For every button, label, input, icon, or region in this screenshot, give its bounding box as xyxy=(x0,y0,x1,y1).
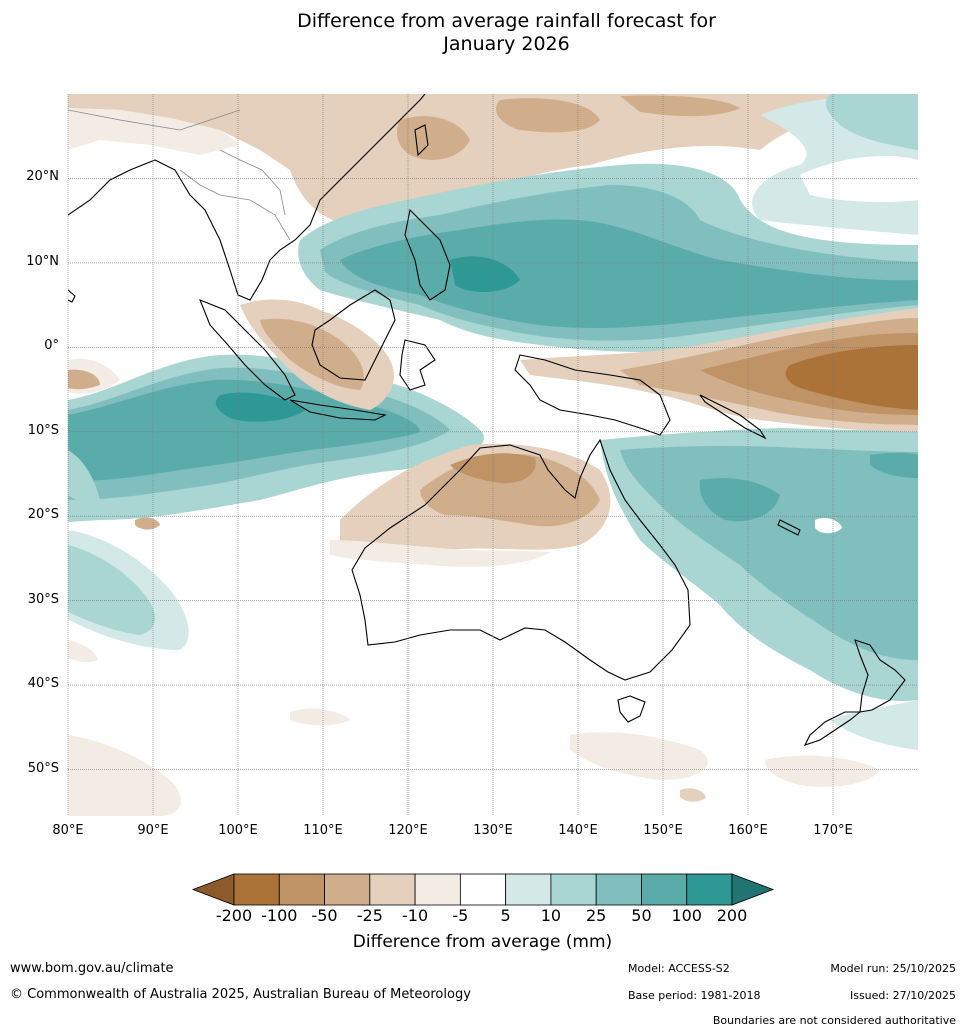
coast-mainland-asia xyxy=(68,94,426,301)
longitude-label: 160°E xyxy=(728,823,768,838)
colorbar-segment xyxy=(459,873,507,906)
colorbar-tick-label: 200 xyxy=(716,906,748,925)
region-south-dry xyxy=(68,735,181,816)
colorbar-segment xyxy=(550,873,597,906)
colorbar-segment xyxy=(233,873,280,906)
colorbar-segment xyxy=(505,873,552,906)
latitude-label: 20°N xyxy=(26,169,59,185)
colorbar-tick-label: -100 xyxy=(261,906,298,925)
longitude-label: 170°E xyxy=(813,823,853,838)
colorbar-extend-low xyxy=(191,873,235,906)
issued-date: Issued: 27/10/2025 xyxy=(849,989,956,1002)
colorbar-segment xyxy=(641,873,688,906)
colorbar-segment xyxy=(595,873,642,906)
coast-tasmania xyxy=(617,695,646,723)
latitude-label: 0° xyxy=(44,338,59,354)
coast-sri-lanka xyxy=(68,289,76,303)
colorbar xyxy=(191,873,775,906)
latitude-label: 50°S xyxy=(27,760,59,776)
region-north-dry-2 xyxy=(496,98,600,133)
model-name: Model: ACCESS-S2 xyxy=(628,962,730,975)
colorbar-tick-label: -50 xyxy=(311,906,338,925)
colorbar-tick-label: -5 xyxy=(452,906,469,925)
colorbar-tick-label: -200 xyxy=(215,906,253,925)
coast-java xyxy=(289,399,387,421)
boundaries-disclaimer: Boundaries are not considered authoritat… xyxy=(712,1014,956,1027)
colorbar-extend-high xyxy=(731,873,775,906)
base-period: Base period: 1981-2018 xyxy=(628,989,761,1002)
coast-philippines xyxy=(404,208,451,301)
longitude-label: 120°E xyxy=(388,823,428,838)
latitude-label: 30°S xyxy=(27,591,59,607)
colorbar-segment xyxy=(278,873,325,906)
title-line-1: Difference from average rainfall forecas… xyxy=(297,10,716,32)
colorbar-segment xyxy=(324,873,371,906)
colorbar-tick-label: 25 xyxy=(585,906,607,925)
coast-new-zealand xyxy=(803,639,906,746)
colorbar-tick-label: 50 xyxy=(631,906,652,925)
longitude-label: 140°E xyxy=(558,823,598,838)
latitude-label: 40°S xyxy=(27,676,59,692)
gridlines xyxy=(67,94,918,816)
latitude-label: 10°N xyxy=(26,253,59,269)
colorbar-segment xyxy=(369,873,416,906)
colorbar-title: Difference from average (mm) xyxy=(352,932,613,952)
copyright-text: © Commonwealth of Australia 2025, Austra… xyxy=(10,987,471,1002)
map-title: Difference from average rainfall forecas… xyxy=(0,10,965,56)
region-north-dry xyxy=(68,94,918,225)
colorbar-tick-label: -25 xyxy=(356,906,383,925)
colorbar-tick-label: -10 xyxy=(402,906,429,925)
coast-sumatra xyxy=(199,299,296,401)
longitude-label: 150°E xyxy=(643,823,683,838)
borders xyxy=(68,109,291,241)
coastlines xyxy=(68,94,906,746)
coast-solomons xyxy=(699,394,767,440)
coast-borneo xyxy=(311,289,396,381)
colorbar-segment xyxy=(414,873,461,906)
coast-taiwan xyxy=(414,124,429,157)
longitude-label: 110°E xyxy=(303,823,343,838)
title-line-2: January 2026 xyxy=(443,33,570,55)
colorbar-tick-label: 10 xyxy=(540,906,562,925)
longitude-label: 90°E xyxy=(137,823,169,838)
website-link[interactable]: www.bom.gov.au/climate xyxy=(10,961,174,976)
colorbar-tick-label: 5 xyxy=(500,906,511,925)
coast-sulawesi xyxy=(399,339,436,391)
model-run: Model run: 25/10/2025 xyxy=(830,962,956,975)
latitude-label: 10°S xyxy=(27,422,59,438)
coast-new-caledonia xyxy=(777,519,801,536)
longitude-label: 80°E xyxy=(52,823,84,838)
longitude-label: 100°E xyxy=(218,823,258,838)
colorbar-segment xyxy=(686,873,733,906)
latitude-label: 20°S xyxy=(27,507,59,523)
colorbar-tick-label: 100 xyxy=(671,906,702,925)
coast-australia xyxy=(351,438,691,681)
longitude-label: 130°E xyxy=(473,823,513,838)
